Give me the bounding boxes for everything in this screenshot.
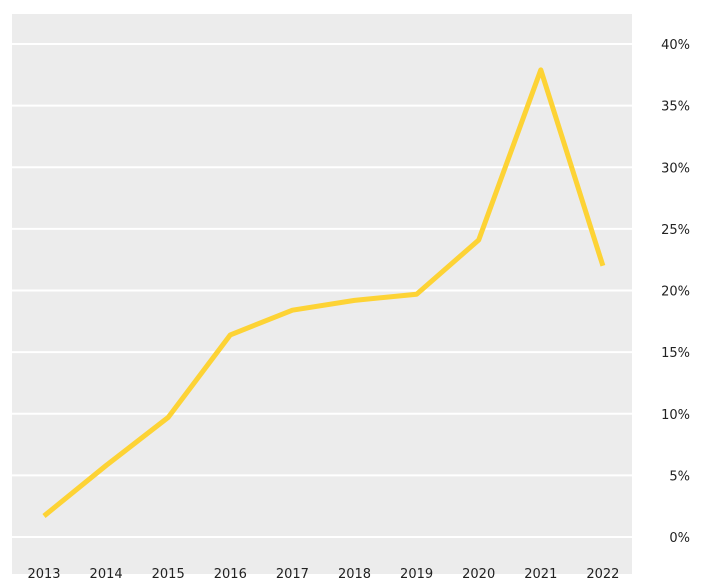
x-tick-label: 2018: [338, 567, 371, 582]
x-tick-label: 2015: [152, 567, 185, 582]
y-tick-label: 10%: [661, 408, 690, 423]
x-tick-label: 2016: [214, 567, 247, 582]
x-tick-label: 2019: [400, 567, 433, 582]
y-tick-label: 30%: [661, 161, 690, 176]
series-layer: [42, 67, 606, 518]
x-tick-label: 2022: [586, 567, 619, 582]
gridlines: [12, 43, 632, 538]
plot-background: [12, 14, 632, 574]
x-tick-label: 2013: [27, 567, 60, 582]
y-tick-label: 35%: [661, 100, 690, 115]
y-axis: 0% 5% 10% 15% 20% 25% 30% 35% 40%: [661, 38, 690, 546]
x-tick-label: 2014: [90, 567, 123, 582]
y-tick-label: 5%: [669, 469, 690, 484]
series-line: [42, 67, 606, 518]
y-tick-label: 15%: [661, 346, 690, 361]
x-tick-label: 2017: [276, 567, 309, 582]
y-tick-label: 25%: [661, 223, 690, 238]
x-axis: 2013 2014 2015 2016 2017 2018 2019 2020 2021 2022: [27, 567, 619, 582]
x-tick-label: 2021: [524, 567, 557, 582]
y-tick-label: 40%: [661, 38, 690, 53]
x-tick-label: 2020: [462, 567, 495, 582]
y-tick-label: 20%: [661, 285, 690, 300]
y-tick-label: 0%: [669, 531, 690, 546]
